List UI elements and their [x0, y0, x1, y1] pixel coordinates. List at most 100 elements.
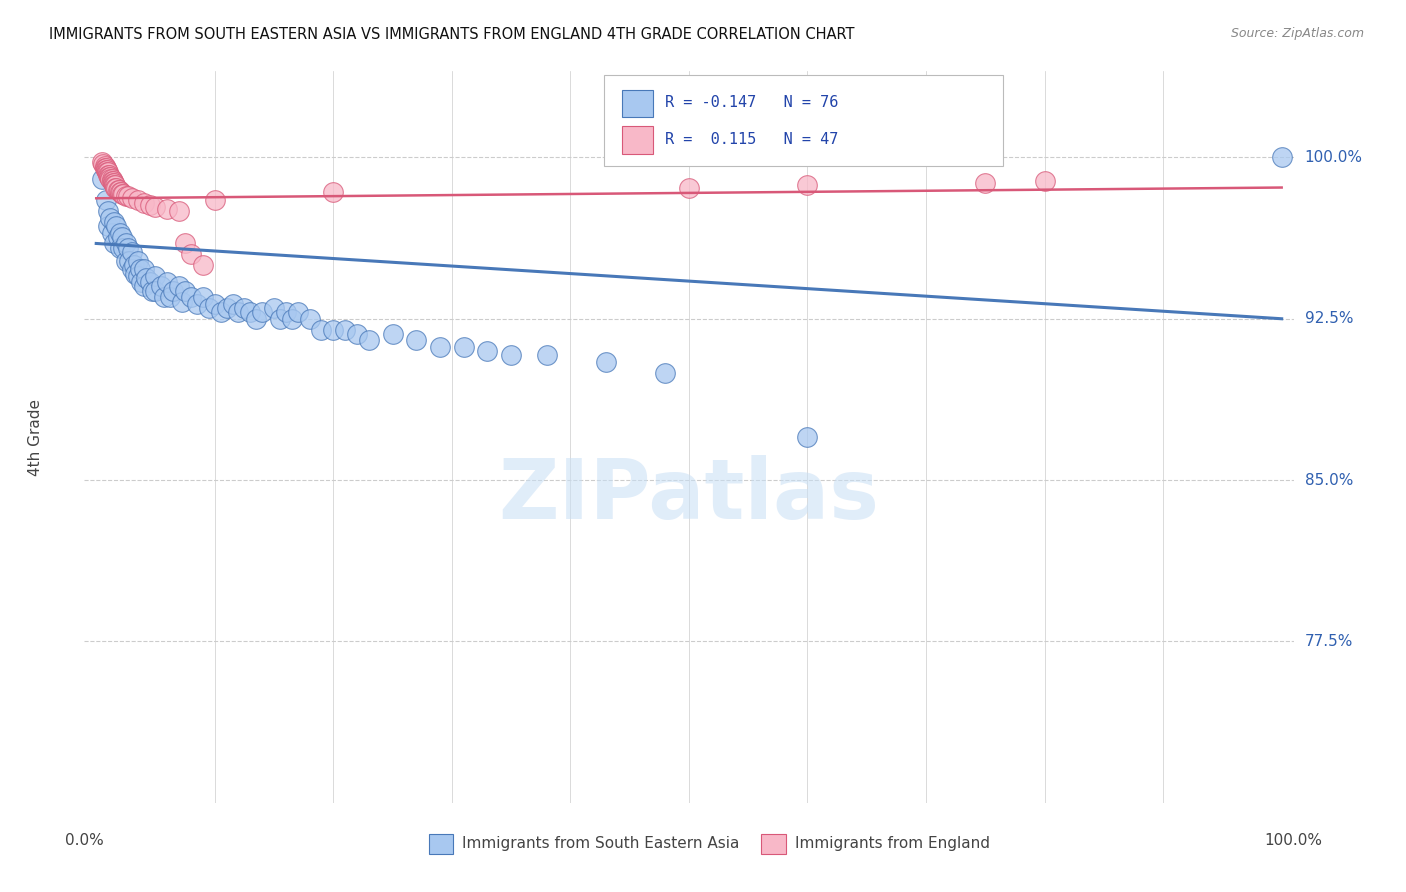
Point [156, 275, 179, 289]
FancyBboxPatch shape [623, 126, 652, 154]
Point [204, 194, 226, 208]
Point [204, 296, 226, 310]
Point [239, 305, 262, 319]
Point [129, 275, 152, 289]
Point [118, 253, 141, 268]
Point [654, 366, 676, 380]
Point [115, 236, 138, 251]
Point [124, 267, 146, 281]
Point [145, 268, 167, 283]
Point [132, 279, 155, 293]
Text: Source: ZipAtlas.com: Source: ZipAtlas.com [1230, 27, 1364, 40]
Point [429, 340, 451, 354]
Point [93, 161, 115, 176]
Point [167, 204, 190, 219]
Point [94, 194, 117, 208]
Point [100, 174, 122, 188]
Point [110, 185, 132, 199]
Text: 85.0%: 85.0% [1305, 473, 1353, 488]
Point [107, 230, 129, 244]
Point [100, 172, 122, 186]
Point [127, 253, 149, 268]
Point [107, 183, 129, 197]
Point [263, 301, 285, 315]
Text: R = -0.147   N = 76: R = -0.147 N = 76 [665, 95, 838, 111]
Point [100, 211, 122, 225]
Point [100, 226, 122, 240]
Point [103, 178, 125, 193]
Point [215, 301, 238, 315]
Point [536, 348, 558, 362]
Point [101, 176, 124, 190]
Point [96, 165, 118, 179]
Point [132, 262, 155, 277]
FancyBboxPatch shape [605, 75, 1004, 167]
Point [796, 430, 818, 444]
Point [121, 191, 143, 205]
Point [104, 178, 127, 193]
Point [103, 176, 125, 190]
Point [141, 284, 163, 298]
Point [132, 195, 155, 210]
Point [112, 186, 135, 201]
Point [501, 348, 523, 362]
Point [228, 305, 250, 319]
Point [91, 157, 114, 171]
Point [91, 154, 114, 169]
Point [167, 279, 190, 293]
Point [145, 284, 167, 298]
Point [209, 305, 232, 319]
Point [191, 290, 214, 304]
Point [117, 241, 139, 255]
Text: 77.5%: 77.5% [1305, 634, 1353, 649]
Point [269, 311, 291, 326]
Point [103, 236, 125, 251]
Point [322, 185, 344, 199]
Text: 4th Grade: 4th Grade [28, 399, 44, 475]
Point [174, 236, 197, 251]
Point [115, 253, 138, 268]
Text: 100.0%: 100.0% [1264, 833, 1323, 848]
Point [108, 185, 131, 199]
Point [186, 296, 208, 310]
Point [221, 296, 243, 310]
Point [97, 219, 120, 234]
Point [112, 241, 135, 255]
Point [97, 168, 120, 182]
Point [174, 284, 197, 298]
Point [150, 279, 173, 293]
Point [97, 165, 120, 179]
Text: ZIPatlas: ZIPatlas [499, 455, 879, 536]
Point [127, 194, 149, 208]
FancyBboxPatch shape [429, 833, 453, 854]
Point [477, 344, 499, 359]
Point [93, 159, 115, 173]
Point [94, 163, 117, 178]
Point [287, 305, 309, 319]
Point [94, 161, 117, 176]
Point [138, 198, 160, 212]
Text: 0.0%: 0.0% [65, 833, 104, 848]
Text: R =  0.115   N = 47: R = 0.115 N = 47 [665, 132, 838, 147]
Point [453, 340, 475, 354]
Point [105, 180, 128, 194]
Point [162, 284, 184, 298]
Point [357, 333, 380, 347]
Point [678, 180, 700, 194]
Point [198, 301, 221, 315]
Point [1271, 150, 1294, 164]
Point [101, 174, 124, 188]
Point [122, 258, 145, 272]
Point [98, 168, 121, 182]
Point [311, 322, 333, 336]
Point [103, 215, 125, 229]
Point [129, 262, 152, 277]
Point [121, 262, 143, 277]
Point [974, 176, 997, 190]
Point [405, 333, 427, 347]
Text: IMMIGRANTS FROM SOUTH EASTERN ASIA VS IMMIGRANTS FROM ENGLAND 4TH GRADE CORRELAT: IMMIGRANTS FROM SOUTH EASTERN ASIA VS IM… [49, 27, 855, 42]
Text: 100.0%: 100.0% [1305, 150, 1362, 165]
Point [180, 247, 202, 261]
Point [97, 204, 120, 219]
Point [245, 311, 267, 326]
